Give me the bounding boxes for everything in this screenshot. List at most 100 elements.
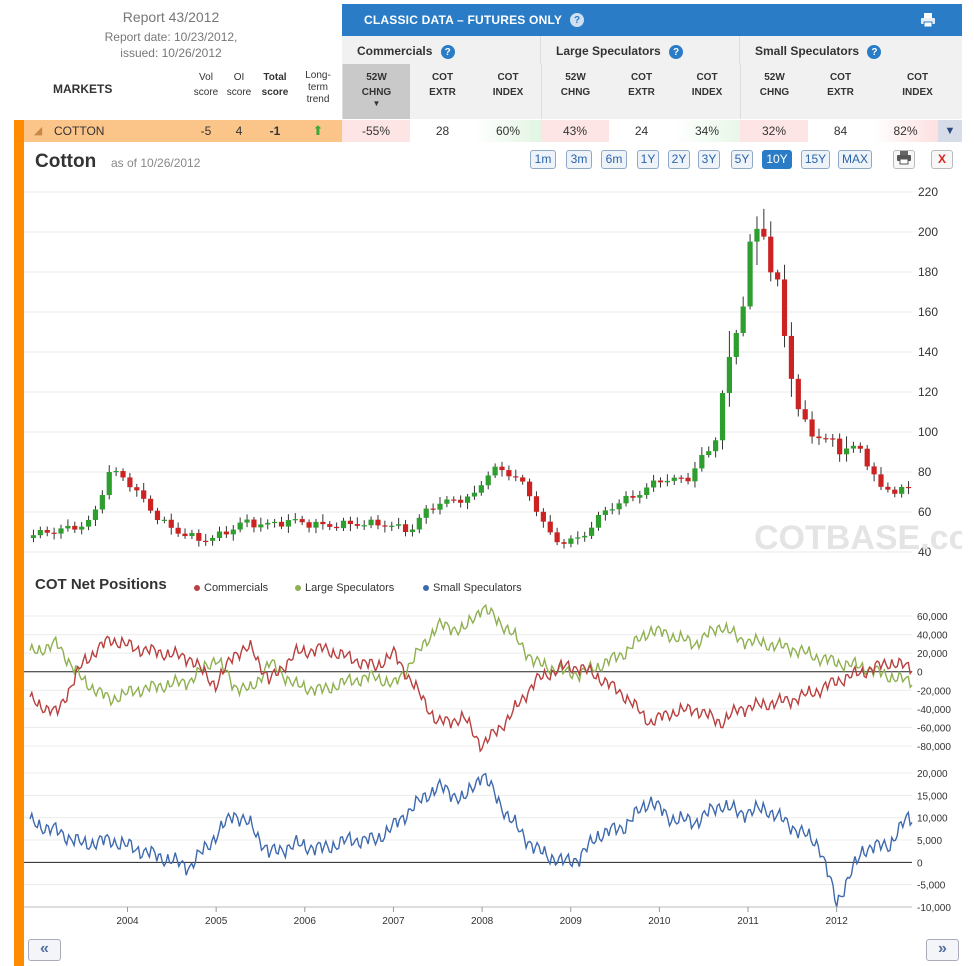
header-line: EXTR [628, 87, 655, 98]
legend-dot [423, 585, 429, 592]
price-candle [478, 485, 484, 493]
price-candle [44, 530, 50, 533]
price-candle [492, 466, 498, 476]
small-52w-header[interactable]: 52W CHNG [740, 64, 808, 119]
price-candle [120, 471, 126, 478]
header-line: term [308, 82, 328, 93]
price-candle [713, 440, 719, 452]
price-candle [320, 521, 326, 525]
price-candle [719, 393, 726, 441]
question-icon[interactable]: ? [570, 13, 584, 27]
legend-small-speculators[interactable]: Small Speculators [423, 582, 522, 594]
large-extr-header[interactable]: COT EXTR [609, 64, 674, 119]
cot-bottom-y-tick: 15,000 [917, 791, 948, 802]
header-line: COT [696, 72, 718, 83]
price-candle [864, 448, 870, 467]
price-candle [781, 279, 788, 336]
price-candle [685, 477, 691, 482]
price-candle [444, 499, 450, 504]
commercials-extr-header[interactable]: COT EXTR [410, 64, 475, 119]
large-52w-header[interactable]: 52W CHNG [541, 64, 609, 119]
cot-bottom-y-tick: 10,000 [917, 814, 948, 825]
market-name[interactable]: COTTON [54, 124, 105, 138]
x-axis-label: 2006 [294, 916, 317, 927]
price-candle [244, 519, 250, 523]
commercials-52w-header[interactable]: 52W CHNG ▼ [342, 64, 410, 119]
price-candle [499, 466, 505, 471]
oi-score-header[interactable]: OI score [223, 70, 255, 100]
total-score-header[interactable]: Total score [257, 70, 293, 100]
price-candle [540, 511, 546, 522]
x-axis-label: 2011 [737, 916, 759, 927]
price-candle [299, 519, 305, 523]
legend-commercials[interactable]: Commercials [194, 582, 268, 594]
range-button-max[interactable]: MAX [838, 150, 872, 169]
price-candle [464, 496, 471, 503]
header-line: COT [497, 72, 519, 83]
price-candle [795, 378, 801, 410]
cot-bottom-y-tick: -10,000 [917, 903, 951, 914]
price-candle [375, 519, 381, 526]
triangle-down-icon[interactable]: ▼ [938, 120, 962, 142]
range-button-5y[interactable]: 5Y [731, 150, 753, 169]
price-candle [561, 542, 567, 544]
cot-chart: 60,000 40,000 20,000 0 -20,000 -40,000 -60,000… [24, 603, 951, 927]
comm-cot-extr: 28 [435, 124, 450, 138]
commercials-index-header[interactable]: COT INDEX [475, 64, 541, 119]
price-y-tick: 160 [918, 305, 938, 319]
price-candle [79, 526, 85, 530]
print-chart-button[interactable] [893, 150, 915, 169]
price-candle [154, 510, 161, 521]
cot-bottom-y-tick: 5,000 [917, 836, 942, 847]
header-line: score [226, 87, 252, 98]
price-candle [892, 489, 898, 494]
close-chart-button[interactable]: X [931, 150, 953, 169]
price-candle [802, 409, 808, 420]
price-candle [588, 527, 595, 536]
range-button-10y[interactable]: 10Y [762, 150, 792, 169]
chart-icon: ◢ [33, 125, 43, 137]
price-candle [423, 508, 429, 518]
legend-label: Commercials [204, 582, 269, 594]
large-cot-extr: 24 [634, 124, 649, 138]
price-candle [582, 535, 588, 538]
price-y-tick: 200 [918, 225, 938, 239]
range-button-1y[interactable]: 1Y [637, 150, 659, 169]
group-header: Commercials ? Large Speculators ? Small … [342, 36, 962, 64]
small-cot-extr: 84 [833, 124, 848, 138]
price-candle [354, 524, 360, 526]
price-y-tick: 180 [918, 265, 938, 279]
total-score: -1 [269, 124, 281, 138]
market-row-cotton[interactable]: ◢ COTTON -5 4 -1 ⬆ -55% 28 60% 43% 24 34… [14, 120, 962, 142]
prev-button[interactable]: « [28, 939, 61, 961]
comm-cot-index: 60% [475, 120, 541, 142]
cot-top-y-tick: 0 [917, 668, 923, 679]
price-candle [740, 306, 746, 333]
question-icon[interactable]: ? [440, 45, 455, 59]
small-extr-header[interactable]: COT EXTR [808, 64, 873, 119]
legend-large-speculators[interactable]: Large Speculators [295, 582, 394, 594]
vol-score-header[interactable]: Vol score [190, 70, 222, 100]
price-candle [230, 529, 236, 535]
range-button-3y[interactable]: 3Y [698, 150, 720, 169]
range-button-3m[interactable]: 3m [566, 150, 592, 169]
large-index-header[interactable]: COT INDEX [674, 64, 740, 119]
header-line: INDEX [902, 87, 933, 98]
price-candle [203, 540, 209, 543]
printer-icon[interactable] [920, 12, 936, 33]
long-term-trend-header[interactable]: Long-term trend [298, 70, 338, 106]
range-button-6m[interactable]: 6m [601, 150, 627, 169]
cot-top-y-tick: 20,000 [917, 649, 948, 660]
price-candle [520, 477, 526, 482]
question-icon[interactable]: ? [669, 45, 684, 59]
question-icon[interactable]: ? [867, 45, 882, 59]
large-cot-index: 34% [674, 120, 740, 142]
next-button[interactable]: » [926, 939, 959, 961]
header-line: INDEX [691, 87, 723, 98]
range-button-2y[interactable]: 2Y [668, 150, 690, 169]
markets-header[interactable]: MARKETS [53, 82, 113, 96]
price-candle [706, 451, 712, 456]
range-button-1m[interactable]: 1m [530, 150, 556, 169]
range-button-15y[interactable]: 15Y [801, 150, 830, 169]
small-index-header[interactable]: COT INDEX [873, 64, 962, 119]
